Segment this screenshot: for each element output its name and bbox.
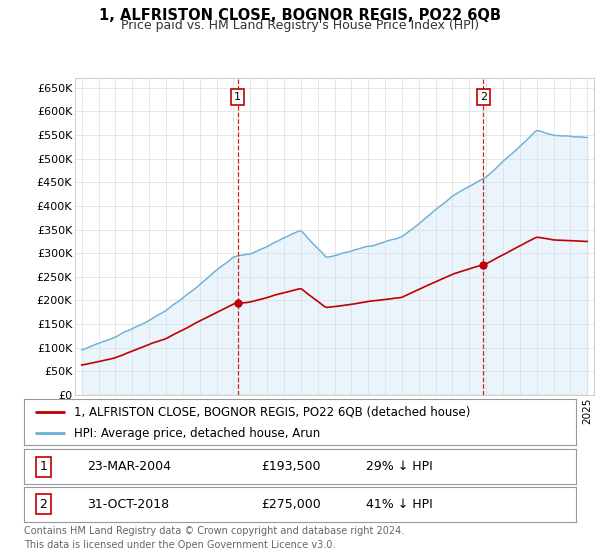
Text: £193,500: £193,500 [262, 460, 321, 473]
Text: 1: 1 [234, 92, 241, 102]
Text: 41% ↓ HPI: 41% ↓ HPI [366, 498, 433, 511]
Text: 1, ALFRISTON CLOSE, BOGNOR REGIS, PO22 6QB: 1, ALFRISTON CLOSE, BOGNOR REGIS, PO22 6… [99, 8, 501, 24]
Text: HPI: Average price, detached house, Arun: HPI: Average price, detached house, Arun [74, 427, 320, 440]
Text: 2: 2 [480, 92, 487, 102]
Text: 1, ALFRISTON CLOSE, BOGNOR REGIS, PO22 6QB (detached house): 1, ALFRISTON CLOSE, BOGNOR REGIS, PO22 6… [74, 405, 470, 419]
Text: 1: 1 [40, 460, 47, 473]
Text: 29% ↓ HPI: 29% ↓ HPI [366, 460, 433, 473]
Text: £275,000: £275,000 [262, 498, 321, 511]
Text: Contains HM Land Registry data © Crown copyright and database right 2024.
This d: Contains HM Land Registry data © Crown c… [24, 526, 404, 549]
Text: 31-OCT-2018: 31-OCT-2018 [88, 498, 170, 511]
Text: 2: 2 [40, 498, 47, 511]
Text: Price paid vs. HM Land Registry's House Price Index (HPI): Price paid vs. HM Land Registry's House … [121, 19, 479, 32]
Text: 23-MAR-2004: 23-MAR-2004 [88, 460, 172, 473]
